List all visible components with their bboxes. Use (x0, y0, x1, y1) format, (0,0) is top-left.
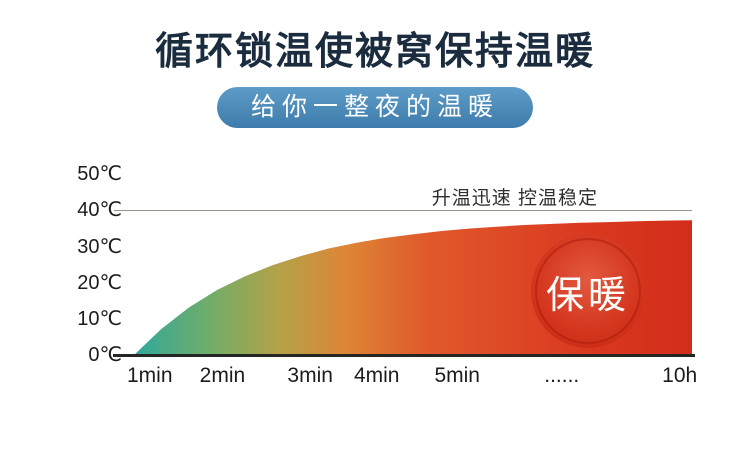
y-tick-0: 0℃ (88, 344, 122, 366)
subtitle-banner: 给你一整夜的温暖 (216, 87, 534, 128)
page-title: 循环锁温使被窝保持温暖 (154, 31, 595, 73)
x-tick-1min: 1min (127, 364, 173, 387)
x-tick-5min: 5min (434, 364, 480, 387)
y-tick-10: 10℃ (77, 308, 122, 330)
x-axis-line (113, 354, 695, 357)
warmth-badge: 保暖 (531, 234, 645, 348)
warmth-badge-label: 保暖 (545, 274, 630, 317)
gridline-40c (114, 210, 692, 211)
x-tick-ellipsis: ...... (544, 364, 580, 387)
y-tick-40: 40℃ (77, 199, 122, 221)
y-tick-50: 50℃ (77, 163, 122, 185)
y-tick-20: 20℃ (77, 272, 122, 294)
x-tick-4min: 4min (353, 364, 400, 387)
chart-annotation: 升温迅速 控温稳定 (431, 188, 598, 209)
y-tick-30: 30℃ (77, 236, 122, 258)
x-axis: 1min 2min 3min 4min 5min ...... 10h (127, 364, 697, 392)
subtitle-text: 给你一整夜的温暖 (250, 93, 500, 121)
x-tick-2min: 2min (199, 364, 246, 387)
x-tick-10h: 10h (662, 364, 698, 387)
x-tick-3min: 3min (287, 364, 333, 387)
